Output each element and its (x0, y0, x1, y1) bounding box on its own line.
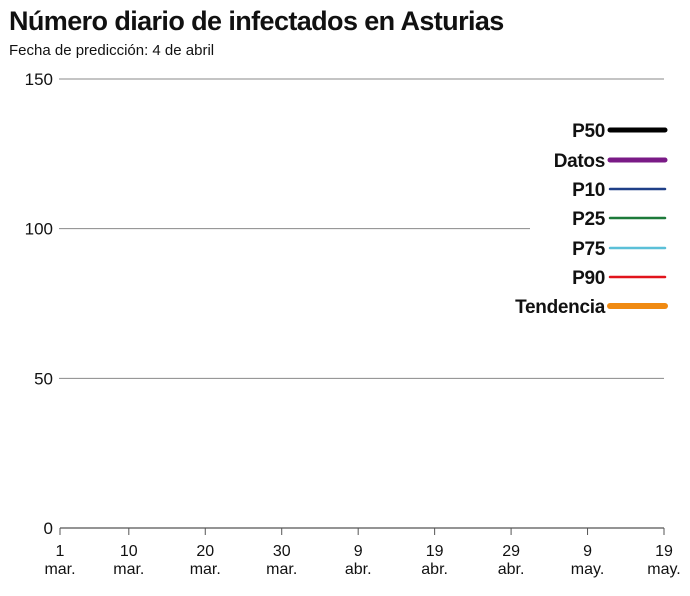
x-tick-day-0: 1 (56, 543, 65, 560)
legend-label-p50: P50 (572, 121, 605, 142)
y-tick-label-100: 100 (25, 220, 53, 239)
y-tick-label-50: 50 (34, 369, 53, 388)
legend-label-p75: P75 (572, 239, 606, 260)
y-tick-label-0: 0 (44, 519, 53, 538)
x-tick-day-6: 29 (502, 543, 520, 560)
x-tick-day-1: 10 (120, 543, 138, 560)
x-tick-month-3: mar. (266, 561, 297, 578)
x-tick-day-2: 20 (196, 543, 214, 560)
x-tick-day-4: 9 (354, 543, 363, 560)
chart-title: Número diario de infectados en Asturias (9, 6, 504, 36)
legend-label-p90: P90 (572, 268, 605, 289)
x-tick-month-5: abr. (421, 561, 448, 578)
legend-label-p25: P25 (572, 209, 606, 230)
x-tick-month-6: abr. (498, 561, 525, 578)
x-tick-day-3: 30 (273, 543, 291, 560)
x-tick-month-7: may. (571, 561, 604, 578)
x-tick-month-2: mar. (190, 561, 221, 578)
x-tick-month-4: abr. (345, 561, 372, 578)
legend-label-datos: Datos (554, 151, 605, 172)
x-tick-month-1: mar. (113, 561, 144, 578)
x-tick-day-7: 9 (583, 543, 592, 560)
y-tick-label-150: 150 (25, 70, 53, 89)
x-tick-day-5: 19 (426, 543, 444, 560)
chart-subtitle: Fecha de predicción: 4 de abril (9, 42, 215, 59)
x-tick-day-8: 19 (655, 543, 673, 560)
legend-label-tendencia: Tendencia (515, 297, 606, 318)
x-tick-month-8: may. (647, 561, 680, 578)
legend-label-p10: P10 (572, 180, 605, 201)
x-tick-month-0: mar. (44, 561, 75, 578)
